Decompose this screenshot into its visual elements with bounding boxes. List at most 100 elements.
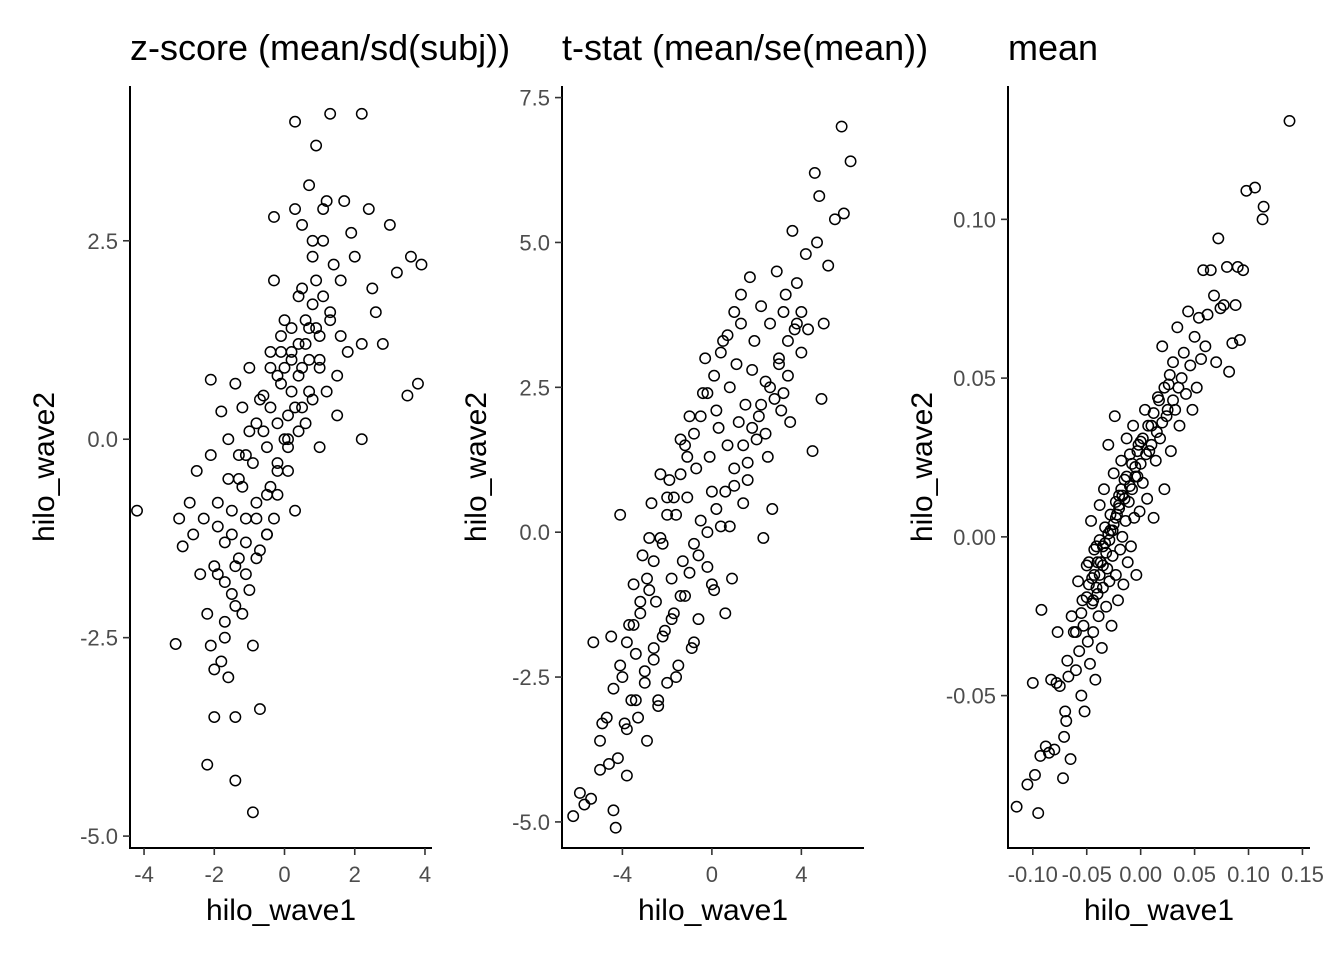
zscore-point bbox=[246, 457, 259, 469]
zscore-point bbox=[250, 512, 263, 525]
mean-y-tick-label: -0.05 bbox=[946, 684, 996, 709]
zscore-y-tick-label: -2.5 bbox=[80, 626, 118, 651]
tstat-point bbox=[721, 329, 734, 342]
tstat-point bbox=[643, 532, 656, 544]
zscore-point bbox=[306, 393, 319, 406]
zscore-point bbox=[289, 504, 301, 517]
zscore-point bbox=[239, 449, 252, 462]
zscore-point bbox=[236, 480, 249, 493]
mean-point bbox=[1130, 569, 1143, 581]
tstat-x-axis-title: hilo_wave1 bbox=[638, 894, 788, 927]
tstat-point bbox=[837, 207, 850, 220]
mean-point bbox=[1070, 664, 1082, 677]
tstat-point bbox=[795, 346, 808, 359]
tstat-point bbox=[676, 555, 689, 568]
zscore-point bbox=[169, 638, 182, 650]
tstat-point bbox=[607, 682, 620, 695]
zscore-point bbox=[264, 480, 277, 493]
tstat-point bbox=[737, 439, 750, 452]
tstat-point bbox=[721, 439, 734, 452]
mean-point bbox=[1142, 419, 1155, 432]
mean-y-tick-label: 0.00 bbox=[953, 525, 996, 550]
mean-point bbox=[1120, 470, 1133, 483]
zscore-point bbox=[211, 496, 224, 509]
mean-point bbox=[1104, 508, 1117, 521]
tstat-point bbox=[719, 485, 732, 498]
zscore-point bbox=[331, 409, 344, 422]
tstat-point bbox=[764, 381, 776, 394]
zscore-point bbox=[218, 536, 231, 549]
mean-point bbox=[1208, 289, 1220, 302]
mean-point bbox=[1102, 438, 1115, 451]
zscore-point bbox=[299, 314, 312, 327]
mean-x-tick-label: -0.10 bbox=[1008, 862, 1058, 887]
tstat-point bbox=[799, 248, 812, 260]
tstat-point bbox=[614, 508, 627, 521]
tstat-point bbox=[723, 520, 736, 533]
zscore-point bbox=[239, 512, 252, 525]
tstat-point bbox=[723, 381, 736, 394]
zscore-point bbox=[190, 465, 203, 477]
tstat-point bbox=[728, 479, 741, 492]
mean-point bbox=[1156, 340, 1169, 353]
zscore-point bbox=[239, 568, 252, 581]
zscore-point bbox=[208, 560, 221, 573]
mean-point bbox=[1120, 432, 1133, 445]
zscore-point bbox=[338, 195, 351, 208]
zscore-point bbox=[285, 322, 298, 335]
zscore-point bbox=[225, 528, 238, 541]
tstat-point bbox=[755, 398, 768, 411]
tstat-point bbox=[752, 410, 765, 423]
zscore-point bbox=[271, 488, 284, 501]
zscore-x-tick-label: 2 bbox=[349, 862, 361, 887]
mean-point bbox=[1075, 607, 1088, 619]
tstat-point bbox=[844, 155, 857, 168]
zscore-point bbox=[201, 758, 214, 771]
tstat-point bbox=[670, 508, 683, 521]
mean-y-tick-label: 0.05 bbox=[953, 366, 996, 391]
zscore-point bbox=[229, 560, 242, 573]
tstat-point bbox=[661, 508, 674, 521]
tstat-point bbox=[688, 636, 700, 649]
tstat-point bbox=[672, 659, 685, 672]
tstat-point bbox=[618, 717, 631, 730]
zscore-point bbox=[390, 266, 403, 279]
mean-point bbox=[1145, 438, 1158, 451]
mean-point bbox=[1112, 594, 1124, 607]
tstat-point bbox=[614, 659, 627, 672]
zscore-point bbox=[334, 330, 347, 342]
mean-point bbox=[1070, 626, 1082, 639]
tstat-point bbox=[777, 387, 790, 400]
mean-point bbox=[1136, 476, 1149, 489]
tstat-point bbox=[786, 224, 799, 237]
zscore-point bbox=[324, 107, 337, 120]
zscore-point bbox=[222, 472, 235, 485]
zscore-point bbox=[225, 504, 238, 517]
zscore-point bbox=[299, 338, 312, 350]
tstat-point bbox=[741, 474, 754, 486]
tstat-point bbox=[685, 642, 698, 655]
mean-point bbox=[1107, 467, 1120, 480]
mean-point bbox=[1204, 264, 1217, 277]
zscore-point bbox=[282, 465, 294, 477]
zscore-y-tick-label: -5.0 bbox=[80, 824, 118, 849]
zscore-y-tick-label: 0.0 bbox=[87, 427, 118, 452]
tstat-point bbox=[683, 566, 696, 579]
tstat-point bbox=[755, 300, 768, 313]
tstat-y-axis-title: hilo_wave2 bbox=[460, 392, 493, 542]
zscore-point bbox=[197, 512, 210, 525]
mean-point bbox=[1172, 381, 1185, 394]
tstat-point bbox=[741, 456, 754, 469]
mean-point bbox=[1201, 308, 1214, 321]
tstat-x-tick-label: 0 bbox=[706, 862, 718, 887]
tstat-point bbox=[650, 595, 662, 608]
mean-point bbox=[1127, 419, 1140, 432]
tstat-point bbox=[636, 549, 649, 562]
tstat-point bbox=[573, 787, 586, 799]
tstat-point bbox=[703, 450, 716, 463]
zscore-point bbox=[225, 588, 238, 600]
mean-point bbox=[1085, 515, 1098, 527]
tstat-point bbox=[775, 404, 788, 417]
tstat-point bbox=[802, 323, 815, 336]
mean-point bbox=[1108, 410, 1121, 423]
